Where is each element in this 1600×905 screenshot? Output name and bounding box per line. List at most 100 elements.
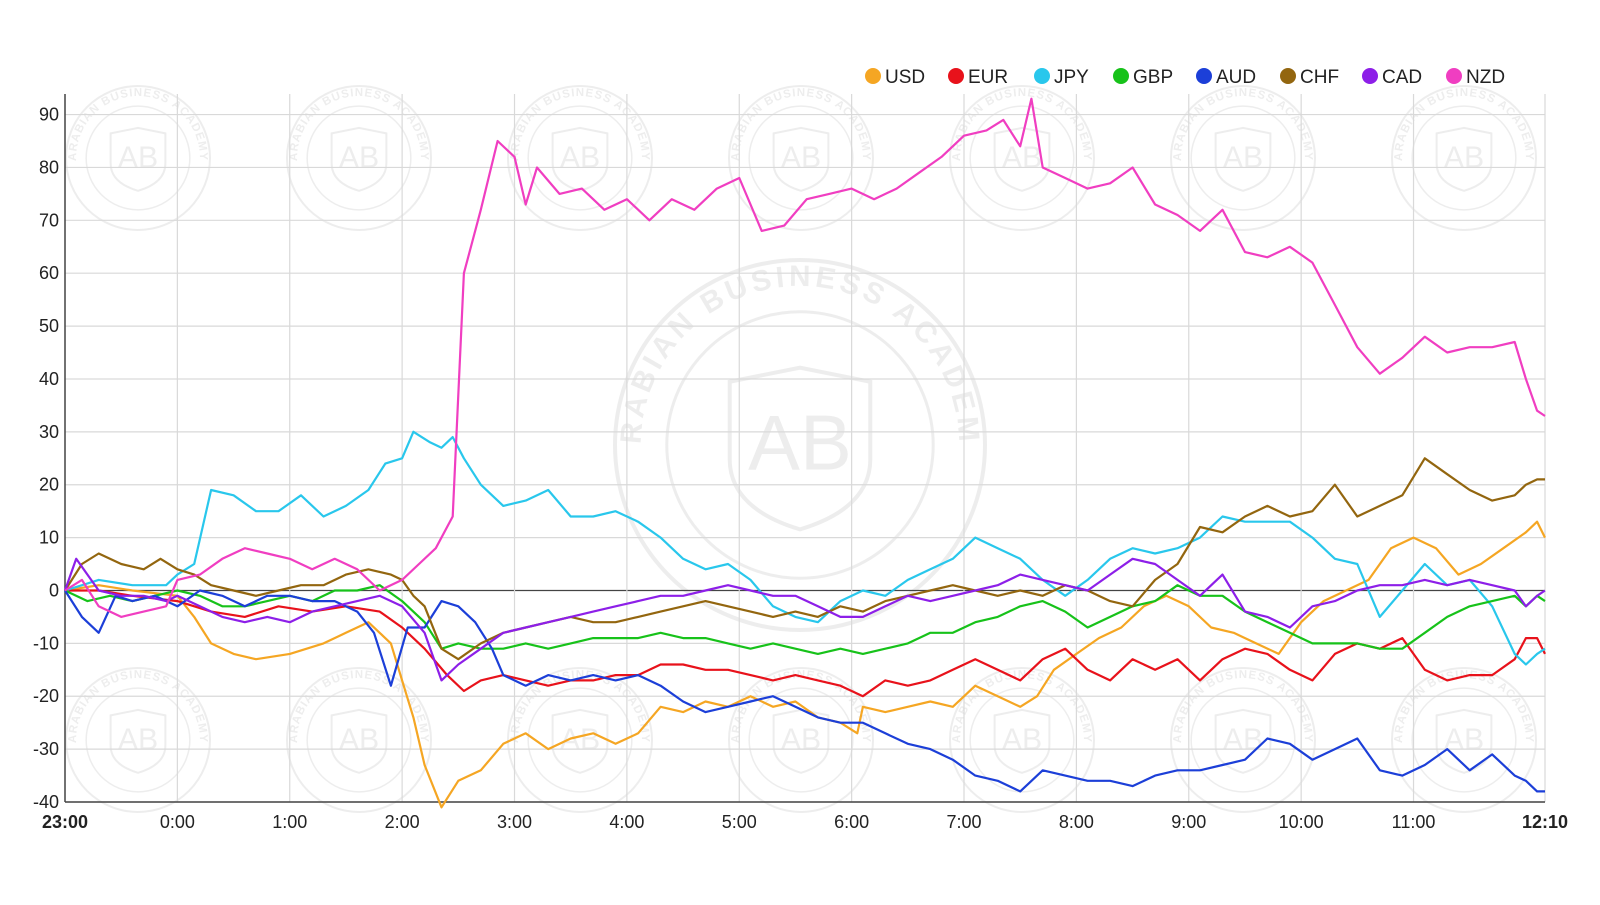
y-tick-label: -30 bbox=[33, 739, 59, 759]
watermark-shield-icon bbox=[993, 708, 1051, 774]
watermark-ring bbox=[507, 85, 653, 231]
watermark-shield-icon bbox=[1214, 126, 1272, 192]
watermark-initials: AB bbox=[781, 724, 821, 757]
watermark-initials: AB bbox=[1223, 142, 1263, 175]
watermark-inner-ring bbox=[748, 105, 854, 211]
watermark-inner-ring bbox=[85, 687, 191, 793]
y-tick-label: 30 bbox=[39, 422, 59, 442]
watermark-initials: AB bbox=[1002, 142, 1042, 175]
watermark-ring bbox=[286, 85, 432, 231]
series-line-usd bbox=[64, 520, 1546, 809]
legend-label: GBP bbox=[1133, 67, 1173, 88]
legend-marker bbox=[948, 68, 964, 84]
watermark-ring bbox=[286, 667, 432, 813]
watermark-inner-ring bbox=[306, 687, 412, 793]
legend-item-usd: USD bbox=[865, 67, 925, 88]
series-layer bbox=[63, 97, 1546, 809]
watermark-shield-icon bbox=[772, 126, 830, 192]
watermark-ring bbox=[1391, 85, 1537, 231]
legend-label: NZD bbox=[1466, 67, 1505, 88]
legend-label: CAD bbox=[1382, 67, 1422, 88]
legend-marker bbox=[1362, 68, 1378, 84]
watermark-ring bbox=[65, 667, 211, 813]
y-tick-label: 20 bbox=[39, 475, 59, 495]
y-tick-label: 40 bbox=[39, 369, 59, 389]
watermark-shield-icon bbox=[727, 365, 873, 532]
watermark-initials: AB bbox=[1223, 724, 1263, 757]
x-tick-label: 10:00 bbox=[1279, 812, 1324, 832]
y-tick-label: 0 bbox=[49, 580, 59, 600]
x-tick-label: 2:00 bbox=[385, 812, 420, 832]
y-tick-label: 50 bbox=[39, 316, 59, 336]
watermark-initials: AB bbox=[781, 142, 821, 175]
y-tick-label: 60 bbox=[39, 263, 59, 283]
watermark-shield-icon bbox=[330, 708, 388, 774]
x-tick-label: 5:00 bbox=[722, 812, 757, 832]
y-tick-label: 10 bbox=[39, 528, 59, 548]
x-tick-label: 8:00 bbox=[1059, 812, 1094, 832]
watermark-inner-ring bbox=[969, 105, 1075, 211]
watermark-ring bbox=[949, 667, 1095, 813]
watermark-ring bbox=[949, 85, 1095, 231]
watermark-shield-icon bbox=[993, 126, 1051, 192]
watermark-shield-icon bbox=[1214, 708, 1272, 774]
watermark-shield-icon bbox=[109, 708, 167, 774]
x-tick-label: 7:00 bbox=[946, 812, 981, 832]
y-tick-label: 80 bbox=[39, 157, 59, 177]
legend-marker bbox=[865, 68, 881, 84]
watermark-ring bbox=[613, 258, 987, 632]
watermark-ring bbox=[65, 85, 211, 231]
legend-item-cad: CAD bbox=[1362, 67, 1422, 88]
watermark-ring bbox=[1391, 667, 1537, 813]
legend-marker bbox=[1446, 68, 1462, 84]
watermark-ring bbox=[1170, 85, 1316, 231]
legend-label: JPY bbox=[1054, 67, 1089, 88]
x-tick-label: 3:00 bbox=[497, 812, 532, 832]
legend-item-chf: CHF bbox=[1280, 67, 1339, 88]
watermark-initials: AB bbox=[339, 724, 379, 757]
watermark-initials: AB bbox=[748, 401, 852, 487]
watermark-initials: AB bbox=[560, 142, 600, 175]
watermark-initials: AB bbox=[1444, 142, 1484, 175]
legend-label: AUD bbox=[1216, 67, 1256, 88]
watermark-initials: AB bbox=[118, 724, 158, 757]
legend-item-jpy: JPY bbox=[1034, 67, 1089, 88]
x-tick-label: 11:00 bbox=[1392, 812, 1436, 832]
series-line-eur bbox=[65, 589, 1546, 698]
watermark-inner-ring bbox=[969, 687, 1075, 793]
legend-item-aud: AUD bbox=[1196, 67, 1256, 88]
legend-marker bbox=[1034, 68, 1050, 84]
legend-item-gbp: GBP bbox=[1113, 67, 1173, 88]
x-tick-label: 4:00 bbox=[609, 812, 644, 832]
watermark-shield-icon bbox=[1435, 126, 1493, 192]
watermark-initials: AB bbox=[339, 142, 379, 175]
watermark-ring bbox=[1170, 667, 1316, 813]
x-tick-label: 0:00 bbox=[160, 812, 195, 832]
y-tick-label: -10 bbox=[33, 633, 59, 653]
watermark-inner-ring bbox=[665, 310, 935, 580]
watermark-inner-ring bbox=[85, 105, 191, 211]
series-line-cad bbox=[63, 557, 1546, 682]
x-tick-label: 1:00 bbox=[272, 812, 307, 832]
x-tick-label: 12:10 bbox=[1522, 812, 1568, 832]
series-line-gbp bbox=[64, 584, 1546, 655]
legend-label: CHF bbox=[1300, 67, 1339, 88]
legend-label: EUR bbox=[968, 67, 1008, 88]
legend-marker bbox=[1280, 68, 1296, 84]
x-tick-label: 23:00 bbox=[42, 812, 88, 832]
legend: USD EUR JPY GBP AUD CHF CAD NZD bbox=[865, 67, 1505, 88]
watermark-shield-icon bbox=[109, 126, 167, 192]
y-tick-label: -20 bbox=[33, 686, 59, 706]
watermark-inner-ring bbox=[527, 687, 633, 793]
series-line-nzd bbox=[64, 97, 1546, 618]
